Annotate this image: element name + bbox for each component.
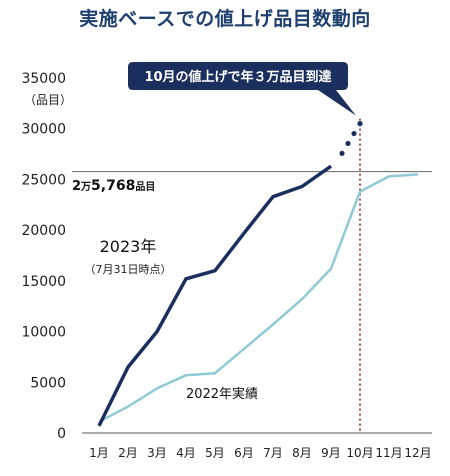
x-tick-label: 11月 — [375, 446, 402, 460]
x-tick-label: 10月 — [346, 446, 373, 460]
series-line-2023 — [97, 164, 333, 427]
y-tick-label: 0 — [57, 426, 66, 442]
y-tick-label: 5000 — [30, 375, 66, 391]
callout-background — [128, 62, 356, 116]
projection-dot — [339, 150, 345, 156]
x-tick-label: 2月 — [118, 446, 138, 460]
callout-box: 10月の値上げで年３万品目到達 — [128, 62, 356, 116]
y-tick-label: 25000 — [21, 172, 66, 188]
x-tick-label: 12月 — [404, 446, 431, 460]
x-tick-label: 4月 — [176, 446, 196, 460]
projection-dots — [339, 121, 363, 156]
reference-label-part: 万 — [80, 181, 91, 193]
y-tick-label: 30000 — [21, 122, 66, 138]
y-tick-label: 15000 — [21, 274, 66, 290]
chart-title: 実施ベースでの値上げ品目数動向 — [79, 8, 371, 30]
series-sublabel-2023: （7月31日時点） — [85, 263, 172, 276]
callout-text: 10月の値上げで年３万品目到達 — [144, 69, 331, 85]
y-tick-label: 10000 — [21, 325, 66, 341]
series-label-2023: 2023年 — [100, 237, 157, 256]
x-tick-label: 5月 — [205, 446, 225, 460]
reference-line-label: 2万5,768品目 — [72, 178, 155, 194]
reference-label-part: 5,768 — [91, 178, 135, 194]
series-line-2022 — [98, 173, 419, 423]
x-tick-label: 9月 — [321, 446, 341, 460]
y-tick-label: 35000 — [21, 71, 66, 87]
x-tick-label: 3月 — [147, 446, 167, 460]
x-tick-label: 8月 — [292, 446, 312, 460]
x-tick-label: 7月 — [263, 446, 283, 460]
reference-label-part: 品目 — [135, 181, 155, 193]
x-tick-label: 6月 — [234, 446, 254, 460]
y-axis-unit-label: （品目） — [24, 93, 72, 107]
series-label-2022: 2022年実績 — [186, 386, 258, 402]
x-tick-labels: 1月 2月 3月 4月 5月 6月 7月 8月 9月 10月 11月 12月 — [89, 446, 431, 460]
projection-dot — [357, 121, 363, 127]
projection-dot — [351, 130, 357, 137]
y-tick-label: 20000 — [21, 223, 66, 239]
y-tick-labels: 0 5000 10000 15000 20000 25000 30000 35000 — [21, 71, 66, 442]
reference-label-part: 2 — [72, 179, 81, 194]
projection-dot — [345, 140, 351, 147]
x-tick-label: 1月 — [89, 446, 109, 460]
